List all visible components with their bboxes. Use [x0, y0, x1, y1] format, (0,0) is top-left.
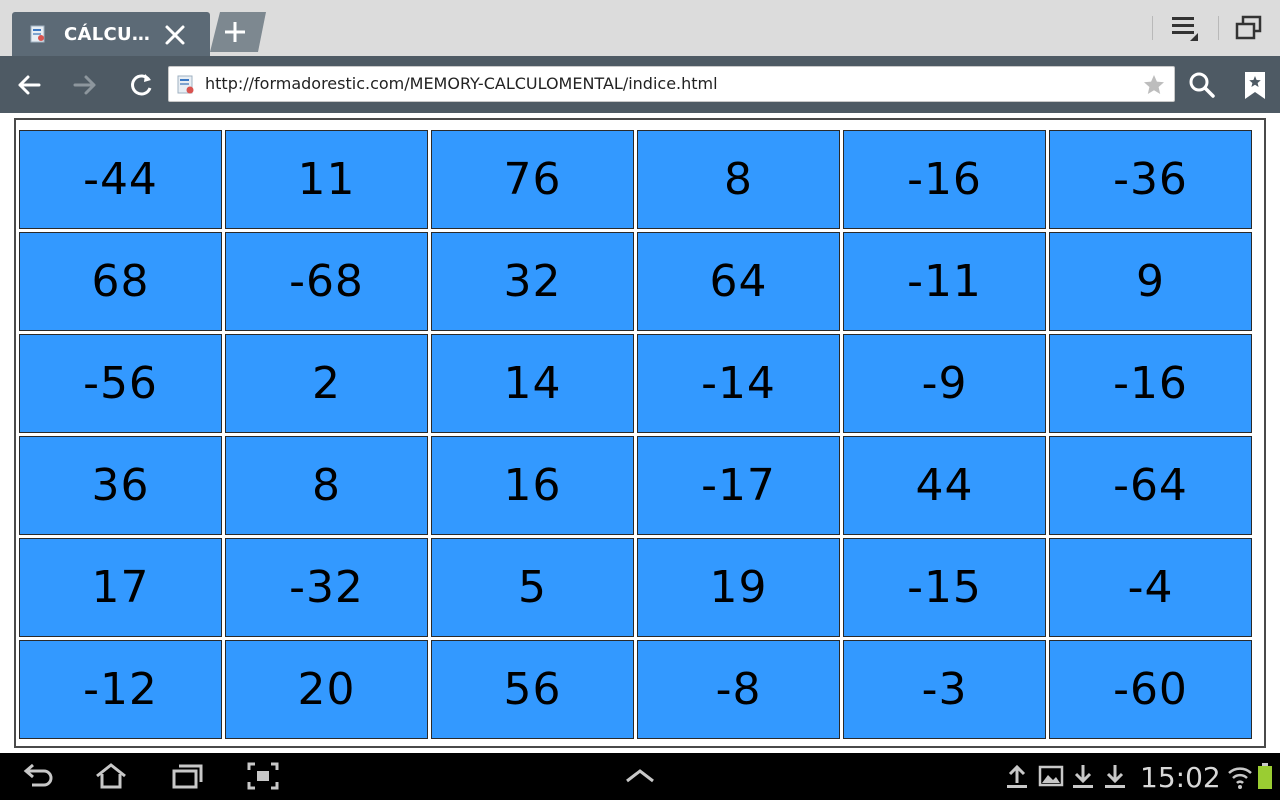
- memory-card[interactable]: 14: [431, 334, 634, 433]
- download-icon: [1073, 765, 1093, 788]
- search-icon[interactable]: [1185, 68, 1219, 102]
- memory-card[interactable]: 19: [637, 538, 840, 637]
- memory-card[interactable]: -17: [637, 436, 840, 535]
- memory-card[interactable]: 44: [843, 436, 1046, 535]
- divider: [1152, 16, 1153, 40]
- memory-card[interactable]: 56: [431, 640, 634, 739]
- memory-card[interactable]: 36: [19, 436, 222, 535]
- memory-card[interactable]: 64: [637, 232, 840, 331]
- memory-card[interactable]: -11: [843, 232, 1046, 331]
- tab-list-icon[interactable]: [1168, 12, 1200, 44]
- clock: 15:02: [1140, 761, 1221, 794]
- browser-tab[interactable]: CÁLCU…: [12, 12, 210, 56]
- memory-card[interactable]: 17: [19, 538, 222, 637]
- tab-title: CÁLCU…: [64, 24, 151, 45]
- memory-card[interactable]: -9: [843, 334, 1046, 433]
- divider: [1218, 16, 1219, 40]
- memory-card[interactable]: -4: [1049, 538, 1252, 637]
- upload-icon: [1007, 764, 1027, 788]
- window-restore-icon[interactable]: [1234, 14, 1264, 42]
- memory-card[interactable]: -60: [1049, 640, 1252, 739]
- bookmark-star-icon[interactable]: [1142, 73, 1166, 97]
- memory-card[interactable]: 16: [431, 436, 634, 535]
- memory-card[interactable]: 8: [637, 130, 840, 229]
- chevron-up-icon[interactable]: [623, 761, 657, 791]
- recent-apps-icon[interactable]: [170, 761, 204, 791]
- page-favicon-icon: [30, 25, 45, 43]
- memory-card[interactable]: 20: [225, 640, 428, 739]
- back-nav-icon[interactable]: [22, 761, 56, 791]
- page-favicon-icon: [177, 75, 194, 94]
- forward-button[interactable]: [68, 68, 102, 102]
- reload-button[interactable]: [124, 68, 158, 102]
- wifi-icon: [1228, 767, 1252, 789]
- memory-card[interactable]: -3: [843, 640, 1046, 739]
- memory-card[interactable]: -44: [19, 130, 222, 229]
- memory-card[interactable]: 2: [225, 334, 428, 433]
- download-icon: [1105, 765, 1125, 788]
- memory-card[interactable]: -36: [1049, 130, 1252, 229]
- memory-card[interactable]: 11: [225, 130, 428, 229]
- screenshot-icon[interactable]: [246, 761, 280, 791]
- memory-card[interactable]: -15: [843, 538, 1046, 637]
- browser-toolbar: http://formadorestic.com/MEMORY-CALCULOM…: [0, 56, 1280, 113]
- memory-card[interactable]: -8: [637, 640, 840, 739]
- tab-strip: CÁLCU…: [0, 0, 1280, 56]
- new-tab-button[interactable]: [202, 12, 266, 52]
- memory-card[interactable]: 9: [1049, 232, 1252, 331]
- memory-card[interactable]: -16: [843, 130, 1046, 229]
- battery-icon: [1258, 763, 1272, 789]
- memory-card[interactable]: 5: [431, 538, 634, 637]
- home-icon[interactable]: [94, 761, 128, 791]
- memory-card[interactable]: -56: [19, 334, 222, 433]
- gallery-icon: [1038, 765, 1064, 787]
- memory-card[interactable]: -32: [225, 538, 428, 637]
- system-bar: 15:02: [0, 753, 1280, 800]
- page-content: -44 11 76 8 -16 -36 68 -68 32 64 -11 9 -56 2 14 -14 -9 -1…: [0, 113, 1280, 753]
- memory-card[interactable]: -12: [19, 640, 222, 739]
- memory-card[interactable]: 32: [431, 232, 634, 331]
- memory-board: -44 11 76 8 -16 -36 68 -68 32 64 -11 9 -56 2 14 -14 -9 -1…: [19, 130, 1252, 739]
- memory-card[interactable]: -14: [637, 334, 840, 433]
- bookmarks-icon[interactable]: [1238, 68, 1272, 102]
- memory-card[interactable]: -16: [1049, 334, 1252, 433]
- back-button[interactable]: [12, 68, 46, 102]
- address-bar[interactable]: http://formadorestic.com/MEMORY-CALCULOM…: [168, 66, 1175, 102]
- memory-card[interactable]: 76: [431, 130, 634, 229]
- memory-card[interactable]: -68: [225, 232, 428, 331]
- close-tab-icon[interactable]: [162, 22, 188, 48]
- memory-card[interactable]: 8: [225, 436, 428, 535]
- board-frame: -44 11 76 8 -16 -36 68 -68 32 64 -11 9 -56 2 14 -14 -9 -1…: [14, 118, 1266, 748]
- memory-card[interactable]: -64: [1049, 436, 1252, 535]
- memory-card[interactable]: 68: [19, 232, 222, 331]
- url-text[interactable]: http://formadorestic.com/MEMORY-CALCULOM…: [205, 74, 718, 93]
